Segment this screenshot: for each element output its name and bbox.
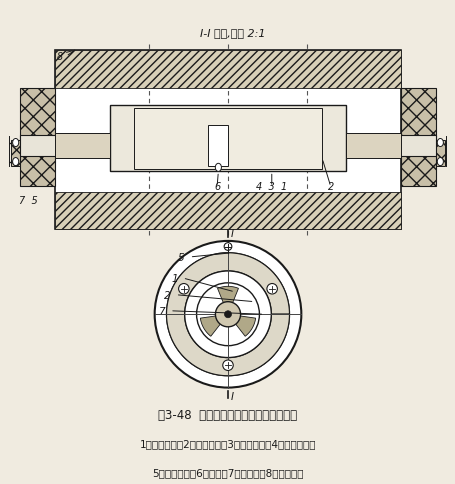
Bar [385, 134, 400, 159]
Text: 1．内部电极；2．外部电极；3．层压纸板；4．云母垫圈；: 1．内部电极；2．外部电极；3．层压纸板；4．云母垫圈； [139, 439, 316, 449]
Bar [110, 106, 134, 172]
Bar [11, 140, 20, 166]
Circle shape [166, 253, 289, 376]
Bar [345, 134, 400, 159]
Circle shape [178, 284, 189, 294]
Circle shape [13, 139, 19, 147]
Bar [20, 136, 435, 156]
Bar [110, 106, 345, 172]
Circle shape [222, 360, 233, 371]
Bar [208, 126, 217, 166]
Text: 2: 2 [327, 182, 333, 192]
Circle shape [184, 272, 271, 358]
Text: 5: 5 [178, 253, 184, 262]
Text: 6: 6 [213, 182, 220, 192]
Circle shape [196, 283, 259, 346]
Circle shape [13, 158, 19, 166]
Circle shape [224, 243, 231, 251]
Bar [134, 132, 177, 161]
Bar [208, 126, 228, 166]
Polygon shape [228, 315, 255, 336]
Polygon shape [166, 253, 289, 376]
Text: 2: 2 [164, 290, 170, 300]
Circle shape [154, 242, 301, 388]
Circle shape [215, 302, 240, 327]
Bar [20, 136, 59, 156]
Bar [55, 51, 400, 89]
Bar [55, 134, 110, 159]
Text: 7  5: 7 5 [20, 196, 38, 206]
Bar [265, 132, 308, 161]
Bar [55, 192, 400, 230]
Text: 图3-48  旋轉电弧型火花間隙样品的結构: 图3-48 旋轉电弧型火花間隙样品的結构 [158, 408, 297, 421]
Bar [321, 106, 345, 172]
Circle shape [224, 311, 231, 318]
Bar [396, 136, 435, 156]
Text: 7: 7 [158, 306, 165, 316]
Text: 8: 8 [56, 52, 62, 62]
Circle shape [266, 284, 277, 294]
Circle shape [215, 164, 221, 172]
Bar [228, 129, 243, 164]
Text: 1: 1 [171, 273, 177, 283]
Bar [400, 89, 435, 186]
Text: 5．点火电极；6．螺釘；7．塑料环；8．永久磁鉄: 5．点火电极；6．螺釘；7．塑料环；8．永久磁鉄 [152, 468, 303, 478]
Polygon shape [200, 315, 228, 336]
Bar [217, 126, 228, 166]
Text: I: I [230, 391, 233, 401]
Circle shape [436, 139, 442, 147]
Text: I-I 剖面,比例 2:1: I-I 剖面,比例 2:1 [199, 28, 264, 38]
Bar [20, 89, 55, 186]
Text: I: I [230, 228, 233, 238]
Bar [435, 140, 444, 166]
Polygon shape [217, 287, 238, 315]
Bar [192, 129, 208, 164]
Text: 4  3  1: 4 3 1 [256, 182, 287, 192]
Bar [55, 51, 400, 230]
Bar [134, 109, 321, 169]
Circle shape [436, 158, 442, 166]
Bar [55, 134, 70, 159]
